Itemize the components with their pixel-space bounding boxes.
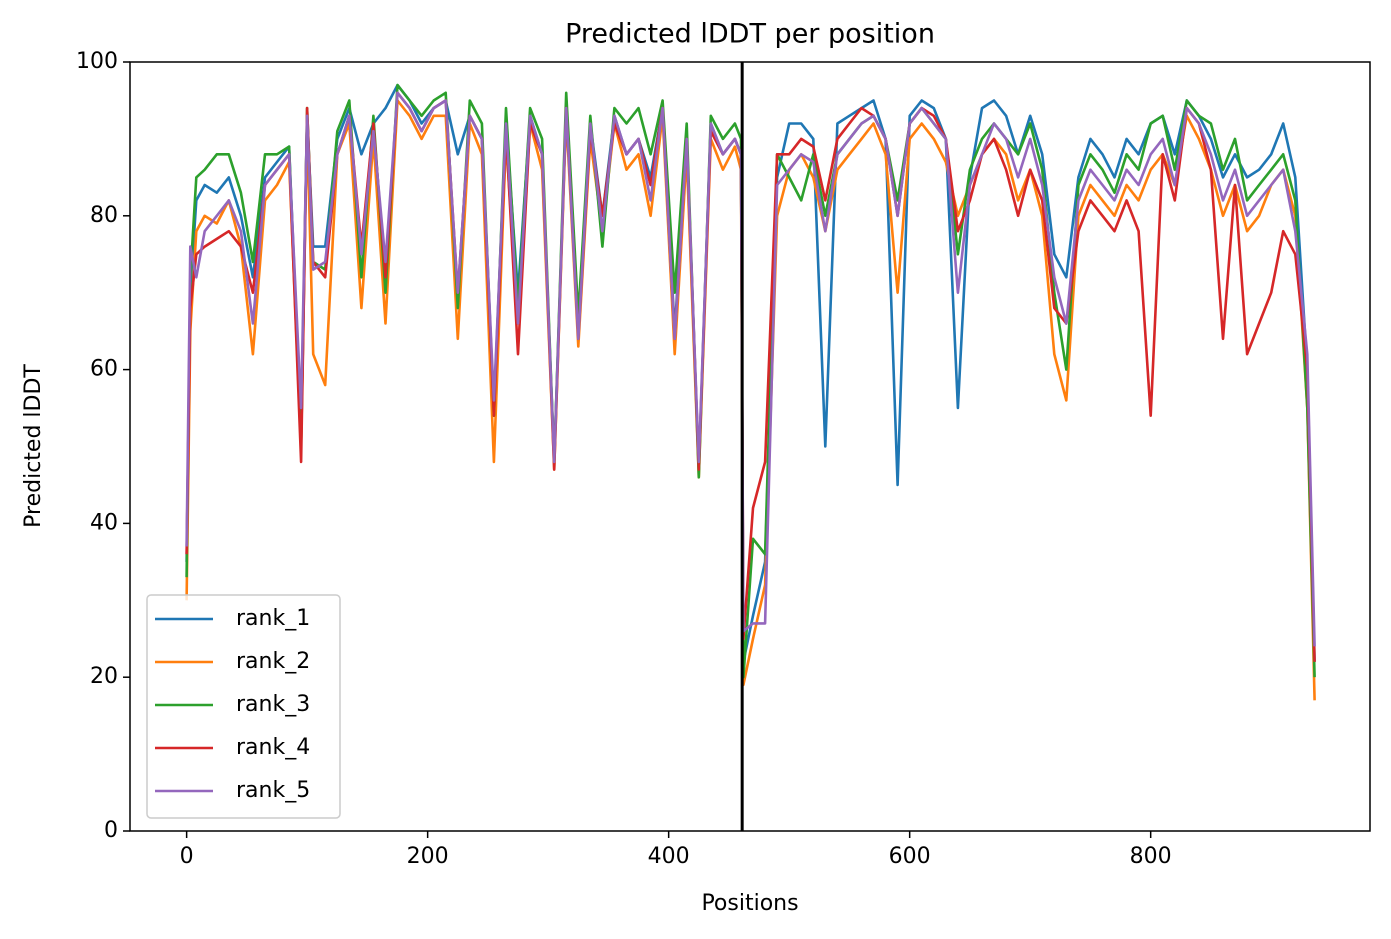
x-tick-label: 800 (1130, 844, 1172, 869)
legend-label: rank_2 (236, 649, 310, 674)
legend-label: rank_1 (236, 606, 310, 631)
x-tick-label: 400 (648, 844, 690, 869)
x-tick-label: 600 (889, 844, 931, 869)
y-tick-label: 0 (104, 818, 118, 843)
x-tick-label: 200 (407, 844, 449, 869)
legend-label: rank_3 (236, 692, 310, 717)
y-tick-label: 80 (90, 203, 118, 228)
y-axis-label: Predicted lDDT (21, 364, 46, 528)
legend-label: rank_4 (236, 735, 310, 760)
y-tick-label: 100 (76, 49, 118, 74)
plot-frame (129, 61, 1371, 832)
y-tick-label: 40 (90, 510, 118, 535)
legend-box (146, 594, 341, 819)
y-tick-label: 60 (90, 357, 118, 382)
x-axis-label: Positions (701, 891, 798, 916)
x-tick-label: 0 (180, 844, 194, 869)
chart-title: Predicted lDDT per position (565, 19, 935, 50)
y-tick-label: 20 (90, 664, 118, 689)
legend-label: rank_5 (236, 778, 310, 803)
